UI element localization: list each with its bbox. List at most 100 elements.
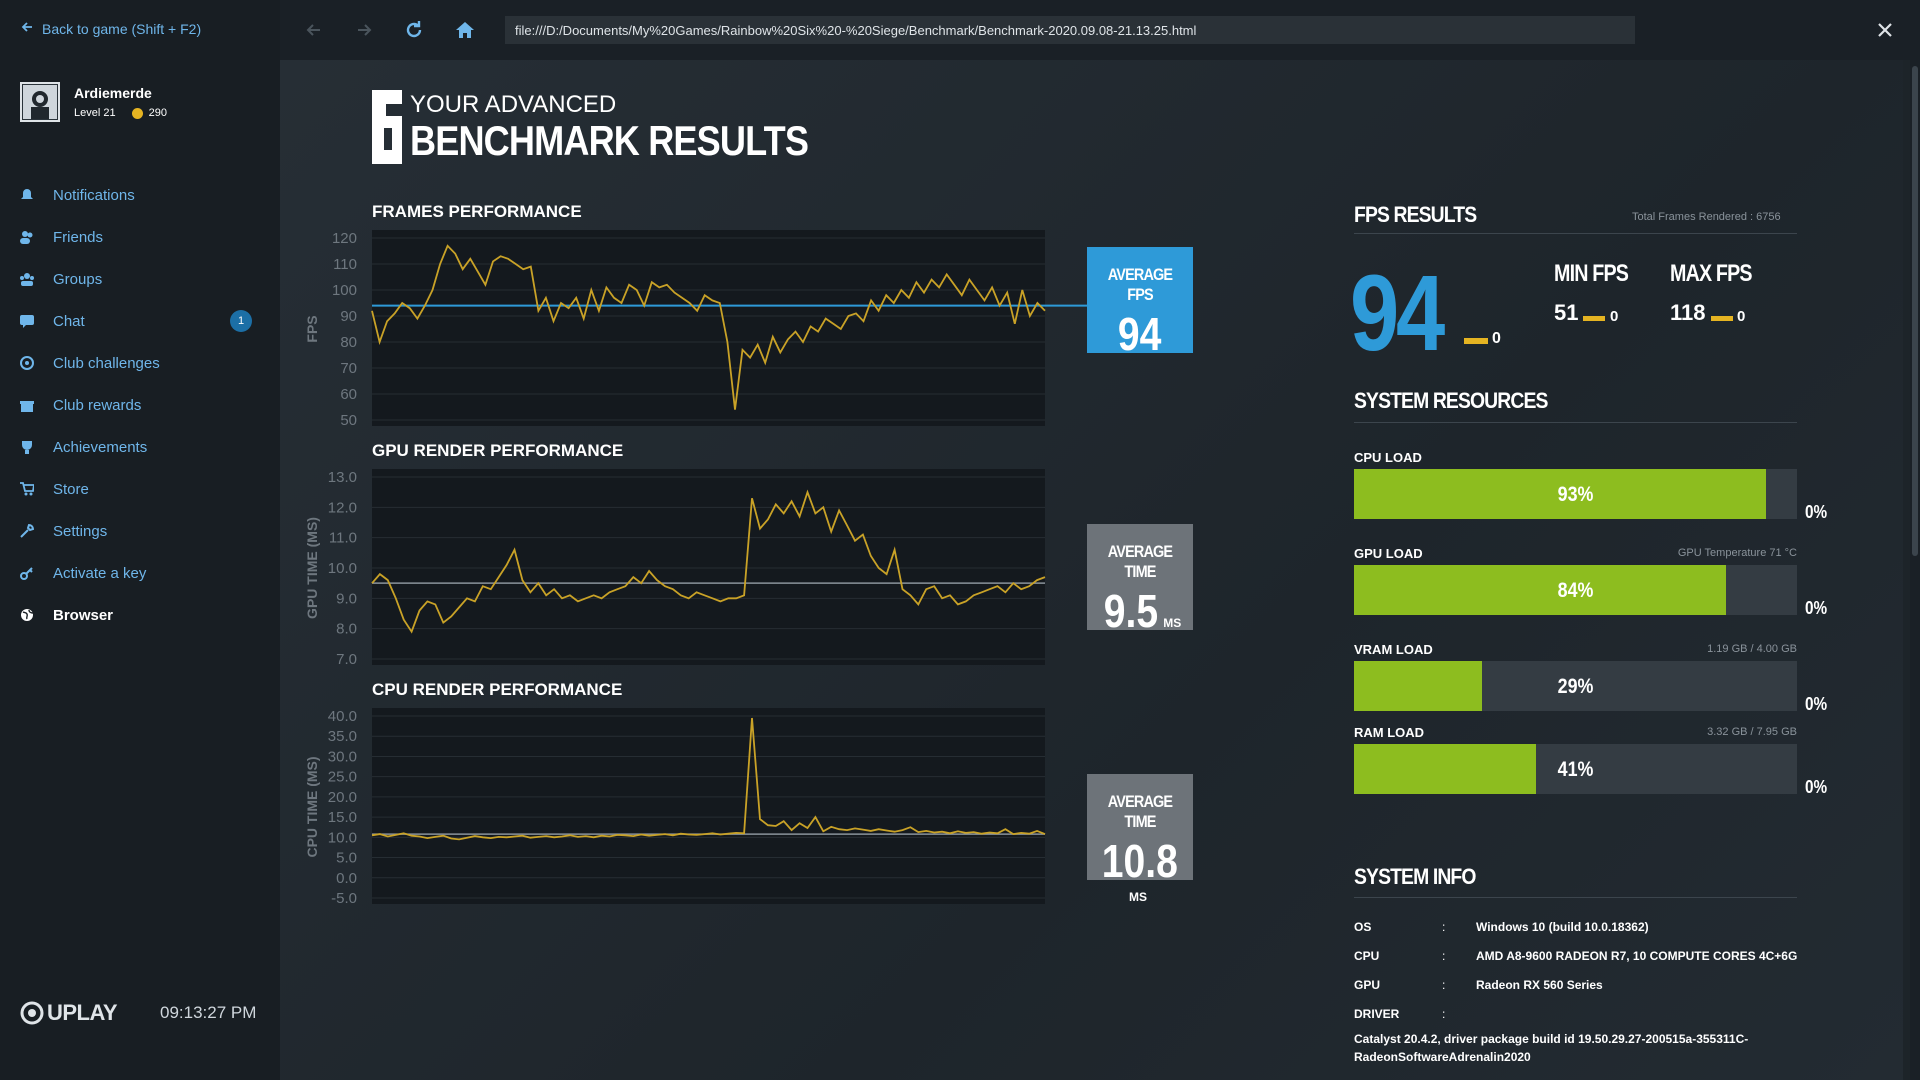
- fps-average-big: 94: [1350, 252, 1445, 373]
- average-fps-label: AVERAGE FPS: [1107, 265, 1173, 304]
- min-fps-value: 51: [1554, 300, 1579, 325]
- divider: [1354, 897, 1797, 898]
- sidebar-item-club-challenges[interactable]: Club challenges: [20, 342, 252, 384]
- home-button[interactable]: [452, 17, 478, 43]
- info-row-driver: DRIVER:: [1354, 1007, 1476, 1021]
- forward-button[interactable]: [351, 17, 377, 43]
- scroll-thumb[interactable]: [1912, 66, 1918, 556]
- plot-area: [372, 230, 1045, 426]
- avatar[interactable]: [20, 82, 60, 122]
- sidebar-item-notifications[interactable]: Notifications: [20, 174, 252, 216]
- page-header: YOUR ADVANCED BENCHMARK RESULTS: [368, 88, 873, 166]
- cpu-chart-title: CPU RENDER PERFORMANCE: [372, 680, 623, 699]
- sidebar-item-label: Groups: [53, 270, 103, 288]
- sidebar-item-achievements[interactable]: Achievements: [20, 426, 252, 468]
- gpu-chart: 13.0 12.0 11.0 10.0 9.0 8.0 7.0 GPU TIME (MS): [304, 469, 1046, 667]
- y-tick-label: 7.0: [336, 651, 357, 667]
- sidebar-item-label: Club challenges: [53, 354, 160, 372]
- y-tick-label: 8.0: [336, 621, 357, 638]
- average-gpu-time-unit: MS: [1163, 616, 1182, 630]
- y-axis-label: GPU TIME (MS): [304, 517, 320, 619]
- y-axis-label: FPS: [304, 315, 320, 342]
- sidebar-item-settings[interactable]: Settings: [20, 510, 252, 552]
- y-tick-label: 40.0: [328, 708, 357, 725]
- info-key: DRIVER: [1354, 1007, 1400, 1021]
- globe-icon: [20, 608, 34, 622]
- close-button[interactable]: [1872, 17, 1898, 43]
- y-tick-label: 25.0: [328, 769, 357, 786]
- y-tick-label: 80: [340, 334, 357, 351]
- gpu-load-bar-fill: [1354, 565, 1727, 615]
- url-bar[interactable]: file:///D:/Documents/My%20Games/Rainbow%…: [505, 16, 1635, 44]
- frames-chart: 120 110 100 90 80 70 60 50 FPS: [304, 230, 1088, 428]
- username: Ardiemerde: [74, 85, 152, 101]
- y-tick-label: 9.0: [336, 590, 357, 607]
- ram-load-min: 0%: [1804, 777, 1828, 797]
- friends-icon: [20, 230, 34, 244]
- system-resources-title: SYSTEM RESOURCES: [1354, 388, 1548, 413]
- ram-load-label: RAM LOAD: [1354, 725, 1425, 740]
- uplay-logo: UPLAY: [20, 1000, 118, 1026]
- driver-line-1: Catalyst 20.4.2, driver package build id…: [1354, 1032, 1749, 1046]
- sidebar: Back to game (Shift + F2) Ardiemerde Lev…: [0, 0, 280, 1080]
- y-tick-label: 5.0: [336, 850, 357, 867]
- back-to-game-label: Back to game (Shift + F2): [42, 20, 202, 37]
- cart-icon: [20, 482, 36, 496]
- min-fps-label: MIN FPS: [1554, 260, 1629, 287]
- divider: [1354, 233, 1797, 234]
- y-tick-label: 30.0: [328, 748, 357, 765]
- bell-icon: [20, 188, 34, 202]
- y-tick-label: 35.0: [328, 728, 357, 745]
- divider: [1354, 422, 1797, 423]
- sidebar-item-club-rewards[interactable]: Club rewards: [20, 384, 252, 426]
- average-gpu-time-value: 9.5: [1103, 585, 1158, 637]
- groups-icon: [20, 272, 34, 286]
- clock: 09:13:27 PM: [160, 1003, 257, 1022]
- target-icon: [20, 356, 34, 370]
- sidebar-item-label: Club rewards: [53, 396, 142, 414]
- sidebar-item-store[interactable]: Store: [20, 468, 252, 510]
- reload-button[interactable]: [401, 17, 427, 43]
- back-button[interactable]: [301, 17, 327, 43]
- fps-average-zero: 0: [1492, 330, 1501, 347]
- y-tick-label: 100: [332, 282, 357, 299]
- driver-details: Catalyst 20.4.2, driver package build id…: [1354, 1030, 1814, 1066]
- plot-area: [372, 708, 1045, 904]
- frames-chart-title: FRAMES PERFORMANCE: [372, 202, 582, 221]
- sidebar-item-groups[interactable]: Groups: [20, 258, 252, 300]
- vram-load-bar: 29%: [1354, 661, 1797, 711]
- profile[interactable]: Ardiemerde Level 21 290: [20, 82, 167, 122]
- back-to-game-link[interactable]: Back to game (Shift + F2): [20, 20, 201, 37]
- page-subtitle: YOUR ADVANCED: [410, 91, 617, 118]
- ram-load-bar-fill: [1354, 744, 1536, 794]
- average-fps-box: AVERAGE FPS 94: [1087, 247, 1193, 360]
- arrow-left-icon: [20, 20, 34, 37]
- min-fps-marker: [1583, 316, 1605, 321]
- vram-load-meta: 1.19 GB / 4.00 GB: [1707, 643, 1797, 655]
- unread-badge: 1: [230, 310, 252, 332]
- info-separator: :: [1442, 1007, 1446, 1021]
- cpu-load-bar-fill: [1354, 469, 1766, 519]
- y-tick-label: 20.0: [328, 789, 357, 806]
- sidebar-item-chat[interactable]: Chat 1: [20, 300, 252, 342]
- sidebar-item-browser[interactable]: Browser: [20, 594, 252, 636]
- y-tick-label: -5.0: [331, 890, 357, 907]
- vram-load-bar-fill: [1354, 661, 1483, 711]
- max-fps-label: MAX FPS: [1670, 260, 1753, 287]
- sidebar-item-label: Friends: [53, 228, 104, 246]
- info-key: CPU: [1354, 949, 1380, 963]
- info-key: OS: [1354, 920, 1372, 934]
- sidebar-item-label: Achievements: [53, 438, 148, 456]
- sidebar-item-label: Settings: [53, 522, 108, 540]
- average-cpu-time-box: AVERAGE TIME 10.8 MS: [1087, 774, 1193, 904]
- info-row-gpu: GPU: Radeon RX 560 Series: [1354, 978, 1603, 992]
- min-fps-zero: 0: [1610, 308, 1619, 325]
- cpu-load-percent: 93%: [1557, 483, 1594, 506]
- scrollbar[interactable]: [1910, 60, 1920, 1080]
- rainbow-six-logo: [372, 90, 402, 164]
- y-tick-label: 120: [332, 230, 357, 247]
- sidebar-item-friends[interactable]: Friends: [20, 216, 252, 258]
- sidebar-item-activate-a-key[interactable]: Activate a key: [20, 552, 252, 594]
- cpu-load-label: CPU LOAD: [1354, 450, 1422, 465]
- info-value: AMD A8-9600 RADEON R7, 10 COMPUTE CORES …: [1476, 949, 1798, 963]
